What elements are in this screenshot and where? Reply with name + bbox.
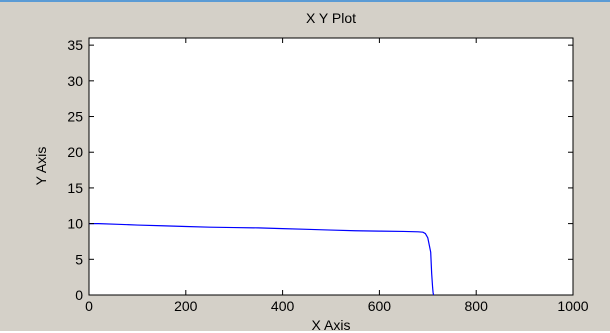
series-group — [89, 223, 435, 296]
x-tick-label: 600 — [368, 298, 392, 314]
tick-labels-group: 0 200 400 600 800 1000 0 5 10 15 20 25 30 35 — [67, 37, 588, 314]
y-axis-label: Y Axis — [33, 147, 49, 186]
y-tick-label: 35 — [67, 37, 83, 53]
y-tick-label: 15 — [67, 180, 83, 196]
chart-title: X Y Plot — [306, 10, 356, 26]
x-tick-label: 800 — [465, 298, 489, 314]
y-tick-label: 5 — [75, 251, 83, 267]
x-axis-label: X Axis — [312, 317, 351, 333]
y-tick-label: 30 — [67, 73, 83, 89]
y-tick-label: 0 — [75, 287, 83, 303]
y-tick-label: 20 — [67, 144, 83, 160]
x-tick-label: 200 — [174, 298, 198, 314]
y-tick-label: 10 — [67, 216, 83, 232]
series-line — [89, 223, 435, 296]
x-tick-label: 1000 — [557, 298, 588, 314]
y-tick-label: 25 — [67, 109, 83, 125]
plot-area — [88, 37, 574, 296]
x-tick-label: 400 — [271, 298, 295, 314]
x-tick-label: 0 — [85, 298, 93, 314]
ticks-group — [88, 38, 574, 296]
